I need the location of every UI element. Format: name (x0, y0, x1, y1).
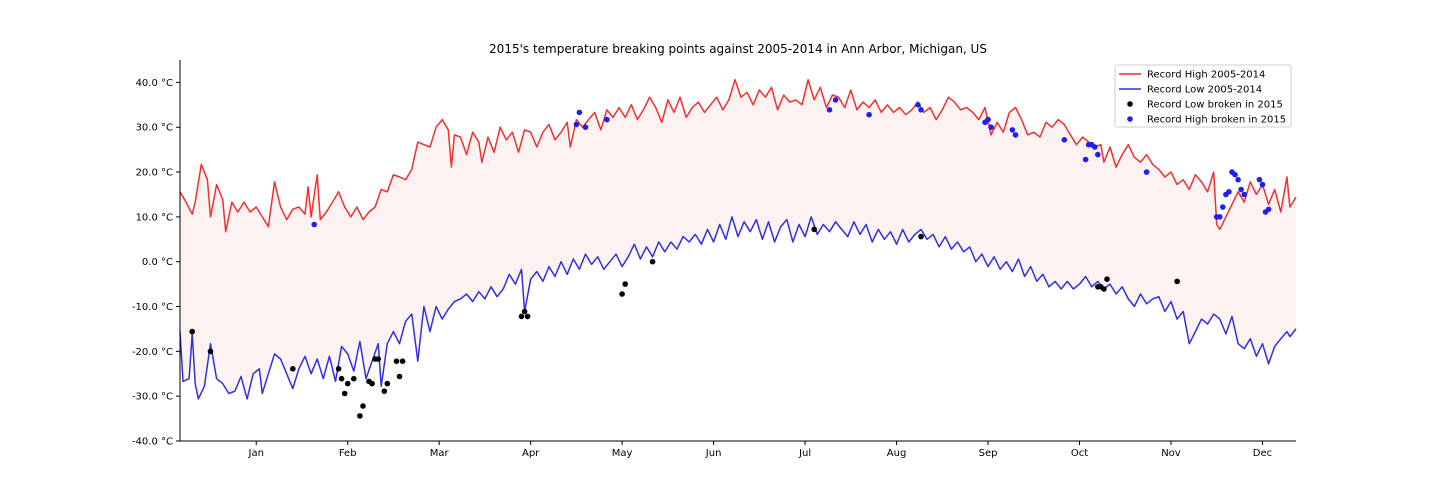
scatter-point (341, 390, 348, 397)
chart-title: 2015's temperature breaking points again… (489, 42, 987, 56)
scatter-point (604, 116, 610, 123)
scatter-point (1226, 189, 1232, 195)
scatter-point (396, 373, 403, 380)
scatter-point (832, 97, 839, 103)
scatter-point (811, 226, 817, 233)
x-tick-label: Aug (887, 448, 907, 459)
scatter-point (1232, 171, 1238, 178)
scatter-point (1092, 144, 1098, 150)
scatter-point (384, 380, 391, 387)
x-tick-label: Dec (1253, 448, 1272, 459)
scatter-point (290, 366, 296, 372)
scatter-point (381, 388, 388, 395)
x-tick-label: Sep (979, 448, 998, 459)
scatter-point (573, 121, 580, 128)
scatter-point (1259, 181, 1266, 188)
legend-label: Record High broken in 2015 (1147, 115, 1286, 126)
legend: Record High 2005-2014 Record Low 2005-201… (1114, 64, 1292, 128)
scatter-point (918, 233, 924, 240)
scatter-point (1235, 176, 1241, 183)
scatter-point (1217, 214, 1223, 220)
fill-between-area (180, 79, 1296, 399)
scatter-point (393, 358, 400, 365)
scatter-layer (189, 97, 1272, 419)
x-tick-label: Apr (522, 448, 540, 459)
lines-layer (179, 78, 1297, 400)
legend-box (1114, 64, 1292, 128)
scatter-point (360, 403, 366, 409)
scatter-point (1241, 191, 1247, 198)
y-tick-label: -30.0 °C (132, 392, 173, 403)
scatter-point (524, 313, 531, 320)
scatter-point (311, 221, 318, 228)
x-tick-label: Oct (1071, 448, 1088, 459)
x-tick-label: Feb (339, 448, 357, 459)
scatter-point (1265, 206, 1272, 213)
scatter-point (649, 258, 656, 265)
scatter-point (1256, 176, 1263, 183)
y-tick-label: 20.0 °C (136, 168, 173, 179)
scatter-point (1238, 186, 1244, 193)
legend-label: Record High 2005-2014 (1147, 70, 1265, 81)
x-tick-label: Jul (798, 448, 811, 459)
scatter-point (1143, 169, 1150, 175)
scatter-point (335, 366, 342, 372)
y-tick-label: -40.0 °C (132, 437, 173, 448)
scatter-point (1009, 127, 1016, 133)
scatter-point (518, 313, 525, 320)
x-tick-label: Nov (1161, 448, 1181, 459)
scatter-point (357, 413, 363, 419)
scatter-point (988, 124, 994, 130)
scatter-point (985, 116, 991, 123)
scatter-point (1061, 137, 1068, 143)
series-line-0 (179, 78, 1297, 233)
scatter-point (207, 348, 214, 355)
y-tick-label: -20.0 °C (132, 347, 173, 358)
scatter-point (826, 107, 833, 113)
x-tick-label: May (612, 448, 633, 459)
scatter-point (622, 281, 628, 287)
scatter-point (1101, 286, 1107, 292)
scatter-point (576, 109, 583, 116)
legend-point-swatch (1127, 101, 1133, 107)
y-tick-label: 10.0 °C (136, 212, 173, 223)
series-line-1 (179, 216, 1297, 400)
scatter-point (1082, 156, 1089, 163)
y-tick-label: -10.0 °C (132, 302, 173, 313)
scatter-point (344, 380, 351, 387)
scatter-point (582, 124, 589, 130)
x-tick-label: Mar (430, 448, 450, 459)
scatter-point (1220, 204, 1226, 210)
fill-between-layer (180, 79, 1296, 399)
scatter-point (866, 111, 872, 118)
y-tick-label: 40.0 °C (136, 78, 173, 89)
y-tick-label: 30.0 °C (136, 123, 173, 134)
scatter-point (619, 291, 625, 297)
scatter-point (1095, 151, 1101, 158)
scatter-point (1104, 276, 1110, 283)
legend-label: Record Low 2005-2014 (1147, 85, 1262, 96)
scatter-point (375, 356, 382, 362)
x-tick-label: Jun (705, 448, 722, 459)
axes-layer: -40.0 °C -30.0 °C -20.0 °C -10.0 °C 0.0 °C 10… (132, 60, 1296, 459)
scatter-point (369, 380, 375, 387)
legend-label: Record Low broken in 2015 (1147, 100, 1283, 111)
y-tick-label: 0.0 °C (142, 257, 173, 268)
scatter-point (399, 358, 406, 365)
x-tick-label: Jan (248, 448, 264, 459)
scatter-point (918, 107, 924, 113)
scatter-point (351, 375, 357, 382)
legend-point-swatch (1127, 116, 1133, 122)
scatter-point (1174, 278, 1180, 285)
scatter-point (338, 375, 345, 382)
scatter-point (1012, 132, 1019, 138)
scatter-point (915, 102, 921, 108)
scatter-point (189, 328, 195, 335)
scatter-point (521, 308, 528, 315)
